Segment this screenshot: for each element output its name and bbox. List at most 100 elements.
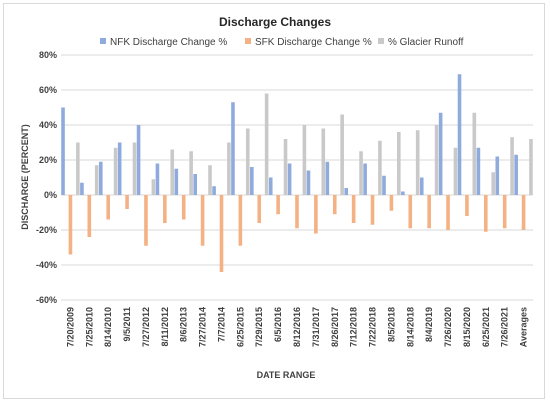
bar-nfk (476, 147, 481, 195)
bar-sfk (295, 195, 299, 229)
bar-sfk (106, 195, 110, 220)
bar-nfk (514, 154, 518, 195)
bar-glacier (415, 130, 420, 195)
bar-sfk (144, 195, 148, 246)
y-tick-label: 20% (39, 155, 57, 165)
bar-sfk (257, 195, 262, 223)
bar-sfk (521, 195, 526, 230)
bar-nfk (80, 182, 84, 195)
x-tick-label: 7/22/2018 (368, 307, 378, 347)
x-tick-label: 9/5/2011 (122, 307, 132, 342)
x-tick-label: 8/11/2012 (160, 307, 170, 347)
bar-glacier (321, 128, 326, 195)
legend-label: SFK Discharge Change % (255, 37, 372, 48)
chart-frame: Discharge Changes NFK Discharge Change %… (3, 3, 545, 399)
x-tick-label: 6/25/2015 (235, 307, 245, 347)
x-tick-label: 7/25/2010 (84, 307, 94, 347)
x-tick-label: 7/26/2021 (500, 307, 510, 347)
bar-nfk (382, 175, 386, 195)
bar-nfk (212, 186, 216, 195)
y-axis-title: DISCHARGE (PERCENT) (20, 124, 30, 230)
bar-sfk (370, 195, 375, 225)
bar-sfk (389, 195, 394, 211)
y-axis-ticks: -60% -40% -20% 0% 20% 40% 60% 80% (36, 50, 57, 305)
bar-sfk (68, 195, 73, 255)
legend-swatch (245, 38, 251, 44)
bar-sfk (238, 195, 243, 246)
bar-glacier (208, 165, 212, 195)
legend-swatch (100, 38, 106, 44)
bar-glacier (340, 114, 344, 195)
legend-swatch (378, 38, 384, 44)
bar-glacier (491, 172, 495, 195)
bar-sfk (502, 195, 507, 229)
x-tick-label: 7/31/2017 (311, 307, 321, 347)
bar-nfk (306, 170, 311, 195)
bar-glacier (283, 139, 288, 195)
chart-title: Discharge Changes (219, 15, 331, 29)
bar-glacier (189, 151, 193, 195)
x-axis-title: DATE RANGE (257, 370, 316, 380)
bar-nfk (419, 177, 424, 195)
bar-nfk (268, 177, 273, 195)
bar-glacier (170, 149, 175, 195)
y-tick-label: -60% (36, 295, 57, 305)
x-tick-label: 7/12/2018 (349, 307, 359, 347)
bar-sfk (163, 195, 167, 223)
bar-nfk (136, 125, 141, 195)
bar-sfk (276, 195, 280, 215)
bar-nfk (250, 167, 254, 195)
y-tick-label: 0% (44, 190, 57, 200)
bar-nfk (438, 112, 443, 195)
bar-sfk (314, 195, 318, 234)
x-tick-label: 8/15/2020 (462, 307, 472, 347)
discharge-chart: Discharge Changes NFK Discharge Change %… (20, 15, 533, 380)
bar-nfk (231, 102, 235, 195)
bar-glacier (245, 128, 250, 195)
bar-glacier (397, 132, 401, 195)
bar-sfk (200, 195, 205, 246)
bar-sfk (351, 195, 356, 223)
bar-sfk (465, 195, 469, 216)
bars (61, 74, 533, 272)
bar-nfk (401, 191, 405, 195)
bar-glacier (132, 142, 137, 195)
bar-nfk (287, 163, 292, 195)
legend-label: NFK Discharge Change % (110, 37, 227, 48)
bar-sfk (219, 195, 224, 272)
gridlines (61, 54, 533, 301)
bar-glacier (378, 140, 382, 195)
bar-glacier (302, 125, 307, 195)
y-tick-label: 80% (39, 50, 57, 60)
bar-sfk (87, 195, 92, 237)
x-tick-label: 8/4/2019 (424, 307, 434, 342)
x-tick-label: 7/27/2012 (141, 307, 151, 347)
bar-glacier (359, 151, 363, 195)
bar-nfk (174, 168, 179, 195)
legend-label: % Glacier Runoff (388, 37, 464, 48)
bar-sfk (408, 195, 413, 229)
bar-glacier (113, 147, 118, 195)
bar-nfk (193, 174, 197, 195)
bar-nfk (99, 161, 103, 195)
x-tick-label: 8/5/2018 (386, 307, 396, 342)
bar-nfk (61, 107, 65, 195)
x-tick-label: 7/7/2014 (216, 307, 226, 342)
bar-nfk (344, 188, 349, 195)
bar-nfk (155, 163, 160, 195)
bar-nfk (117, 142, 122, 195)
bar-sfk (484, 195, 488, 232)
bar-glacier (264, 93, 269, 195)
legend: NFK Discharge Change % SFK Discharge Chan… (100, 37, 464, 48)
bar-glacier (76, 142, 80, 195)
bar-sfk (427, 195, 431, 229)
bar-sfk (332, 195, 337, 215)
bar-nfk (495, 156, 500, 195)
bar-sfk (181, 195, 186, 220)
bar-glacier (434, 125, 439, 195)
bar-nfk (363, 163, 367, 195)
x-tick-label: 7/27/2014 (198, 307, 208, 347)
bar-nfk (457, 74, 462, 195)
x-tick-label: 8/12/2016 (292, 307, 302, 347)
x-tick-label: 6/25/2021 (481, 307, 491, 347)
